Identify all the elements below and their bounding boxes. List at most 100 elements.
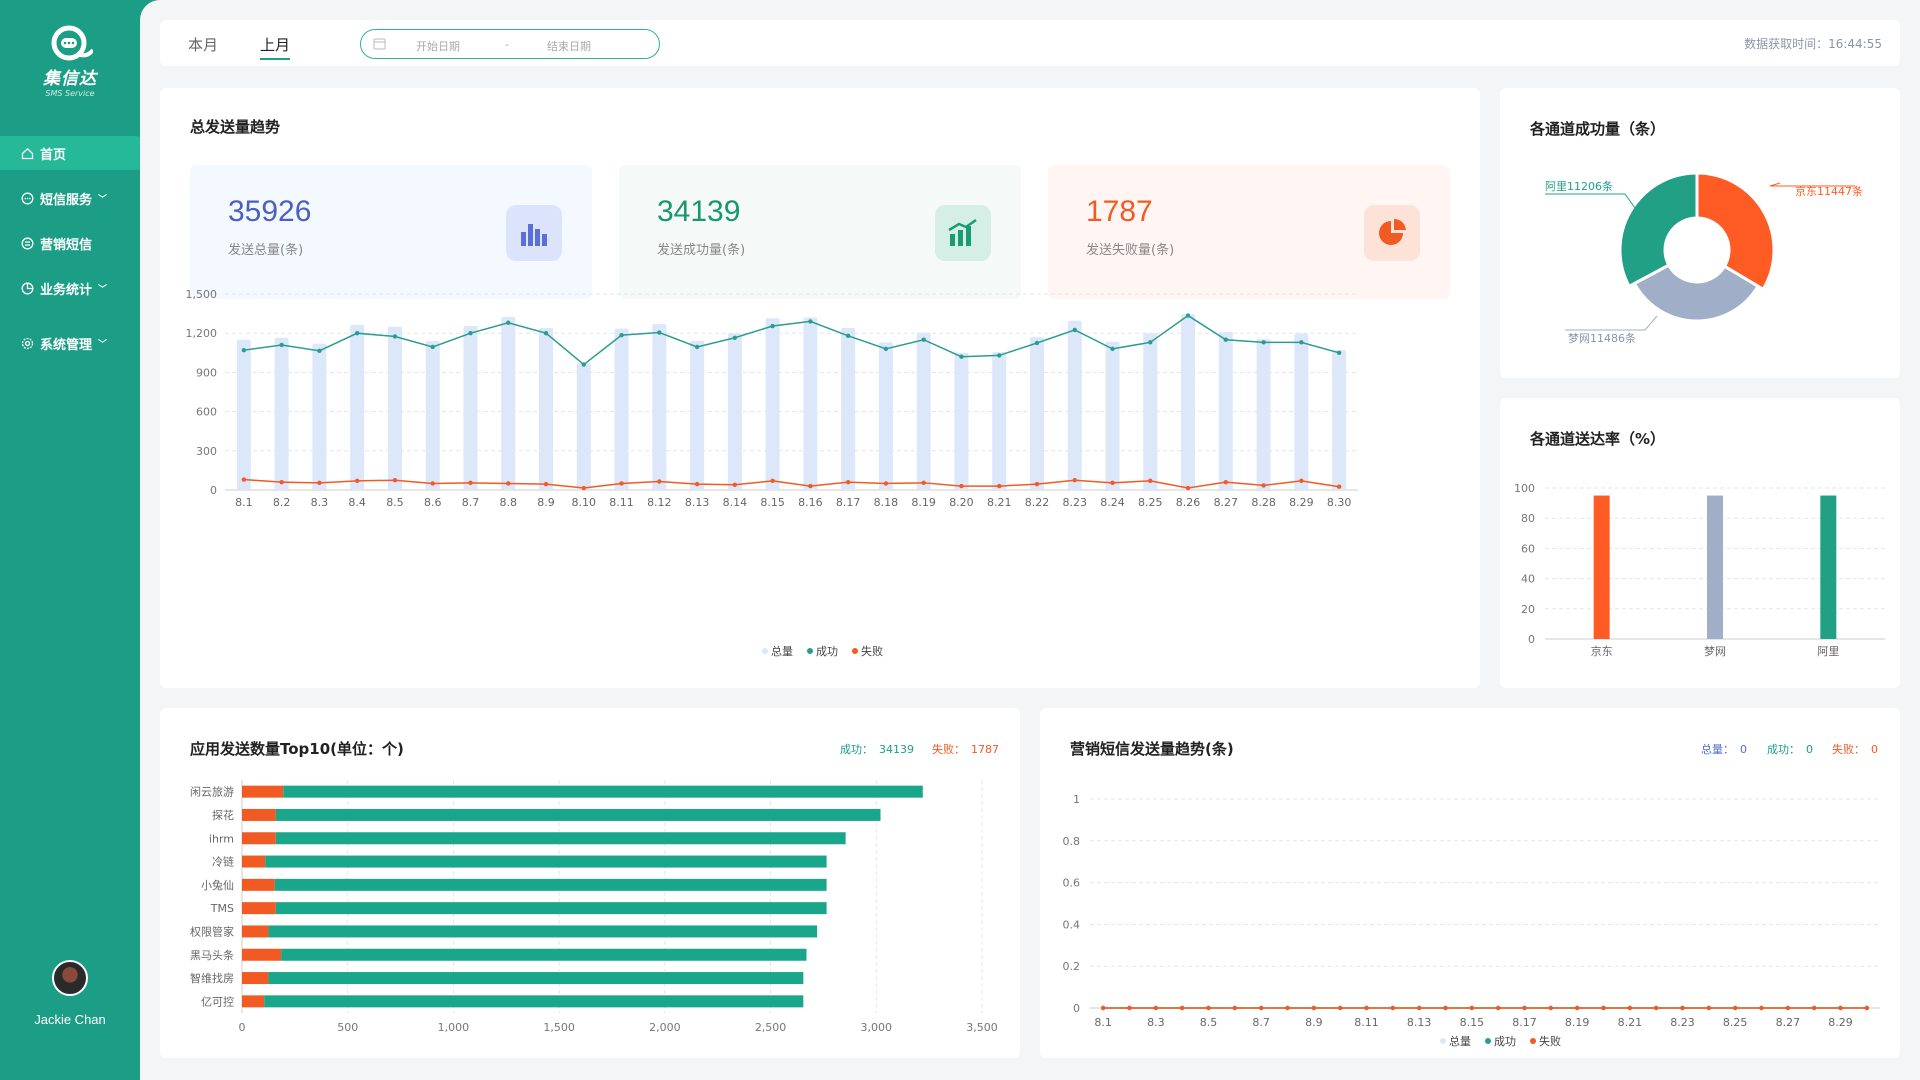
legend-marker: [762, 648, 768, 654]
sidebar-nav: 首页 短信服务 ﹀ 营销短信 业务统计 ﹀ 系统管理 ﹀: [0, 136, 152, 371]
point-失败: [1261, 483, 1266, 488]
point-失败: [1179, 1005, 1185, 1011]
bar-fail: [242, 972, 269, 985]
bar-total: [312, 343, 327, 490]
bar-success: [264, 995, 804, 1008]
bar-total: [916, 332, 931, 490]
x-tick-label: 1,000: [438, 1021, 470, 1034]
success-value: 0: [1806, 743, 1813, 756]
total-trend-chart: 0 300 600 900 1,200 1,500 8.1 8.2 8.3 8.4 8.5 8.6 8.…: [186, 288, 1358, 658]
bar-total: [1332, 350, 1347, 490]
message-icon: [20, 191, 34, 205]
chevron-down-icon: ﹀: [98, 339, 108, 350]
marketing-total-stat: 总量： 0: [1701, 741, 1747, 757]
avatar[interactable]: [52, 960, 88, 996]
x-tick-label: 8.17: [836, 496, 861, 509]
user-name: Jackie Chan: [34, 1012, 106, 1027]
bar-success: [275, 902, 827, 915]
x-tick-label: 8.3: [311, 496, 329, 509]
bar-total: [1294, 333, 1309, 490]
legend-label: 总量: [1449, 1034, 1471, 1048]
x-tick-label: 8.23: [1670, 1016, 1695, 1029]
bar-total: [727, 333, 742, 490]
bar-fail: [242, 948, 282, 961]
x-tick-label: 8.1: [235, 496, 253, 509]
point-失败: [1732, 1005, 1738, 1011]
x-tick-label: 8.24: [1100, 496, 1125, 509]
sidebar-item-home[interactable]: 首页: [0, 136, 152, 170]
stat-success-value: 34139: [657, 195, 741, 228]
tab-this-month[interactable]: 本月: [188, 36, 219, 54]
marketing-icon: [20, 236, 34, 250]
y-tick-label: 60: [1521, 542, 1535, 555]
stat-fail-value: 1787: [1086, 195, 1153, 228]
bar-total: [1105, 341, 1120, 490]
main-content: 本月 上月 开始日期 - 结束日期 数据获取时间：16:44:55 总发送量趋势…: [140, 0, 1920, 1080]
marketing-fail-stat: 失败： 0: [1832, 741, 1878, 757]
point-成功: [1072, 327, 1077, 333]
bar-total: [576, 363, 591, 490]
y-tick-label: 黑马头条: [190, 948, 234, 962]
fetch-time-value: 16:44:55: [1828, 37, 1882, 51]
date-range-picker[interactable]: 开始日期 - 结束日期: [360, 29, 660, 59]
point-失败: [1680, 1005, 1685, 1011]
point-失败: [1495, 1005, 1501, 1011]
y-tick-label: 0.4: [1063, 918, 1081, 931]
x-tick-label: 8.25: [1723, 1016, 1748, 1029]
legend-marker: [1485, 1038, 1491, 1044]
user-panel[interactable]: Jackie Chan: [0, 960, 140, 1027]
bar-fail: [242, 925, 269, 938]
marketing-success-stat: 成功： 0: [1767, 741, 1813, 757]
x-tick-label: 8.15: [760, 496, 785, 509]
tab-last-month[interactable]: 上月: [260, 34, 291, 60]
x-tick-label: 8.8: [500, 496, 518, 509]
sidebar-item-system-management[interactable]: 系统管理 ﹀: [0, 326, 152, 360]
gear-icon: [20, 336, 34, 350]
point-失败: [1627, 1005, 1633, 1011]
point-失败: [883, 481, 889, 486]
point-成功: [808, 319, 813, 324]
y-tick-label: 0: [210, 484, 217, 497]
marketing-trend-chart: 0 0.2 0.4 0.6 0.8 1 8.1 8.3 8.5 8.7 8.9 8.11 8.13 8.1…: [1063, 793, 1880, 1048]
point-失败: [1785, 1005, 1791, 1011]
point-成功: [1299, 340, 1304, 345]
x-tick-label: 8.11: [1354, 1016, 1379, 1029]
point-失败: [1864, 1005, 1870, 1011]
y-tick-label: 小兔仙: [201, 878, 234, 892]
channel-rate-card: 各通道送达率（%） 0 20 40 60 80 100 京东 梦网 阿里: [1500, 398, 1900, 688]
legend-label: 总量: [771, 644, 793, 658]
legend-label: 成功: [1494, 1035, 1516, 1048]
point-失败: [1337, 1005, 1343, 1011]
x-tick-label: 8.5: [386, 496, 404, 509]
sidebar-item-business-stats[interactable]: 业务统计 ﹀: [0, 271, 152, 305]
stat-success-label: 发送成功量(条): [657, 243, 746, 258]
card-title: 总发送量趋势: [190, 118, 281, 136]
fetch-time: 数据获取时间：16:44:55: [1744, 35, 1882, 52]
fail-label: 失败：: [932, 743, 965, 756]
point-失败: [1034, 481, 1040, 487]
x-tick-label: 8.29: [1289, 496, 1314, 509]
point-成功: [845, 333, 851, 339]
channel-rate-chart: 0 20 40 60 80 100 京东 梦网 阿里: [1514, 482, 1885, 658]
top-bar: 本月 上月 开始日期 - 结束日期 数据获取时间：16:44:55: [160, 20, 1900, 66]
point-成功: [506, 320, 511, 325]
sidebar-item-sms-service[interactable]: 短信服务 ﹀: [0, 181, 152, 215]
point-失败: [1548, 1005, 1554, 1011]
x-tick-label: 8.27: [1214, 496, 1239, 509]
sidebar-item-marketing-sms[interactable]: 营销短信: [0, 226, 152, 260]
point-成功: [619, 332, 624, 338]
point-失败: [1469, 1005, 1475, 1011]
legend-label: 失败: [861, 644, 883, 658]
point-失败: [1653, 1005, 1659, 1011]
bar-total: [803, 317, 818, 490]
point-失败: [1232, 1005, 1238, 1011]
point-失败: [279, 479, 284, 485]
start-date-input[interactable]: 开始日期: [416, 40, 460, 53]
point-成功: [543, 331, 549, 336]
end-date-input[interactable]: 结束日期: [547, 40, 591, 53]
y-tick-label: 600: [196, 406, 217, 419]
x-tick-label: 8.21: [987, 496, 1012, 509]
x-tick-label: 8.21: [1618, 1016, 1643, 1029]
point-成功: [392, 334, 398, 339]
bar-fail: [242, 832, 276, 845]
